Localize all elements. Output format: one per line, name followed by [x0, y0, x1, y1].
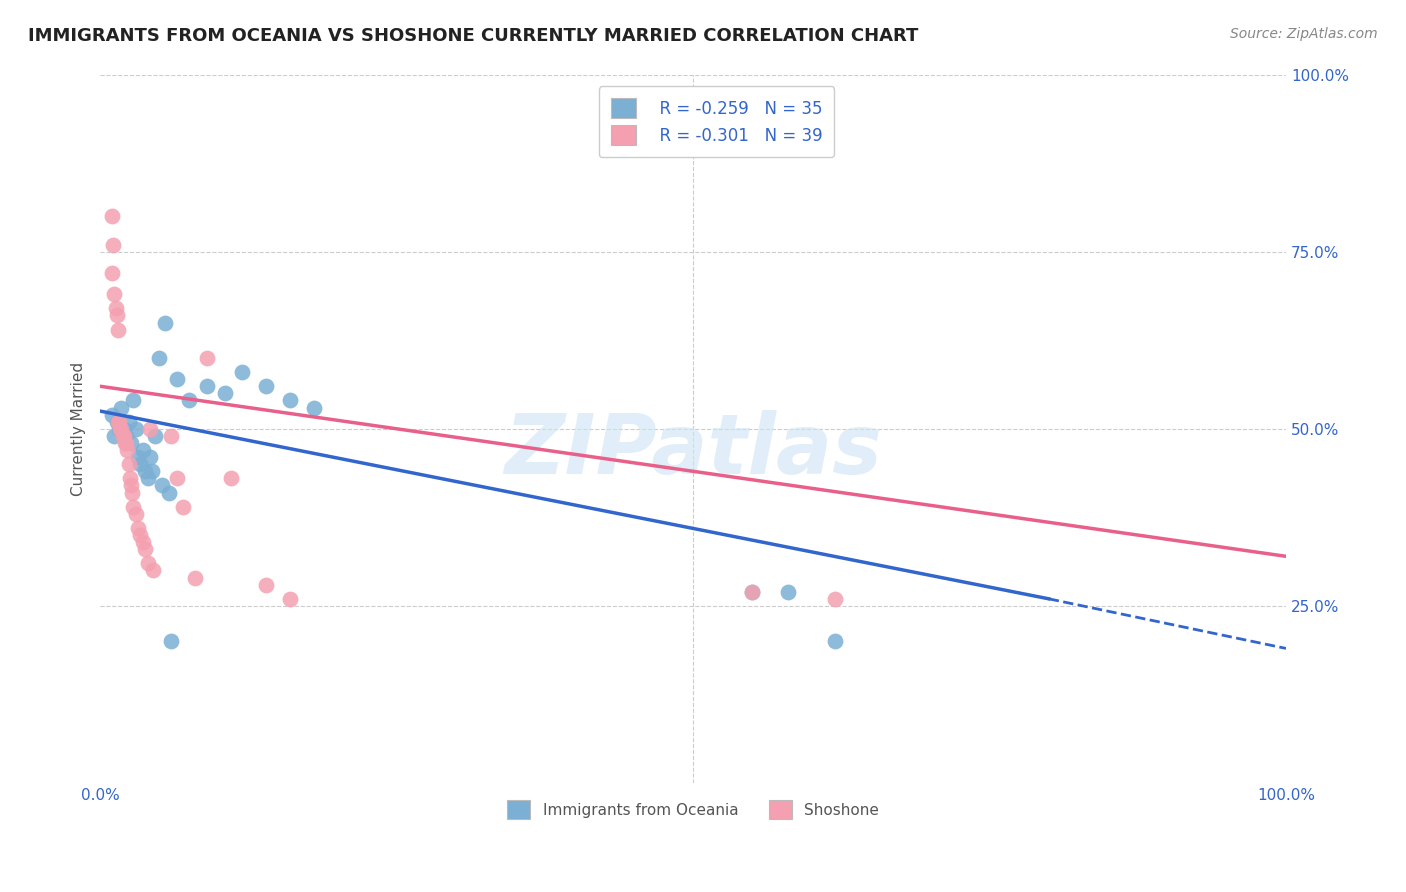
Point — [302, 401, 325, 415]
Point — [143, 429, 166, 443]
Point — [114, 436, 136, 450]
Point — [127, 450, 149, 464]
Point — [122, 393, 145, 408]
Point — [117, 415, 139, 429]
Point — [107, 322, 129, 336]
Point — [136, 557, 159, 571]
Point — [121, 485, 143, 500]
Point — [112, 422, 135, 436]
Point — [139, 450, 162, 464]
Point — [160, 634, 183, 648]
Point — [150, 478, 173, 492]
Point — [101, 408, 124, 422]
Point — [107, 415, 129, 429]
Point — [219, 471, 242, 485]
Point — [142, 564, 165, 578]
Point — [184, 570, 207, 584]
Point — [112, 429, 135, 443]
Point — [103, 429, 125, 443]
Point — [132, 535, 155, 549]
Point — [214, 386, 236, 401]
Point — [111, 429, 134, 443]
Point — [278, 393, 301, 408]
Point — [195, 351, 218, 365]
Point — [110, 422, 132, 436]
Point — [103, 287, 125, 301]
Point — [115, 436, 138, 450]
Text: IMMIGRANTS FROM OCEANIA VS SHOSHONE CURRENTLY MARRIED CORRELATION CHART: IMMIGRANTS FROM OCEANIA VS SHOSHONE CURR… — [28, 27, 918, 45]
Point — [824, 634, 846, 648]
Point — [105, 415, 128, 429]
Point — [254, 577, 277, 591]
Point — [108, 422, 131, 436]
Point — [101, 209, 124, 223]
Point — [148, 351, 170, 365]
Point — [129, 528, 152, 542]
Point — [118, 471, 141, 485]
Point — [141, 464, 163, 478]
Point — [125, 422, 148, 436]
Point — [172, 500, 194, 514]
Point — [231, 365, 253, 379]
Point — [136, 471, 159, 485]
Point — [278, 591, 301, 606]
Point — [110, 422, 132, 436]
Point — [101, 266, 124, 280]
Point — [177, 393, 200, 408]
Point — [127, 521, 149, 535]
Point — [166, 372, 188, 386]
Point — [125, 507, 148, 521]
Point — [134, 464, 156, 478]
Point — [776, 584, 799, 599]
Point — [195, 379, 218, 393]
Point — [155, 316, 177, 330]
Point — [105, 309, 128, 323]
Text: Source: ZipAtlas.com: Source: ZipAtlas.com — [1230, 27, 1378, 41]
Point — [120, 436, 142, 450]
Point — [166, 471, 188, 485]
Point — [129, 457, 152, 471]
Legend: Immigrants from Oceania, Shoshone: Immigrants from Oceania, Shoshone — [502, 794, 884, 825]
Point — [108, 415, 131, 429]
Point — [117, 457, 139, 471]
Y-axis label: Currently Married: Currently Married — [72, 362, 86, 496]
Point — [741, 584, 763, 599]
Point — [120, 478, 142, 492]
Point — [741, 584, 763, 599]
Point — [134, 542, 156, 557]
Point — [160, 429, 183, 443]
Point — [117, 443, 139, 458]
Point — [254, 379, 277, 393]
Point — [157, 485, 180, 500]
Point — [824, 591, 846, 606]
Point — [115, 429, 138, 443]
Point — [132, 443, 155, 458]
Point — [104, 301, 127, 316]
Point — [110, 401, 132, 415]
Text: ZIPatlas: ZIPatlas — [505, 409, 882, 491]
Point — [122, 500, 145, 514]
Point — [101, 237, 124, 252]
Point — [139, 422, 162, 436]
